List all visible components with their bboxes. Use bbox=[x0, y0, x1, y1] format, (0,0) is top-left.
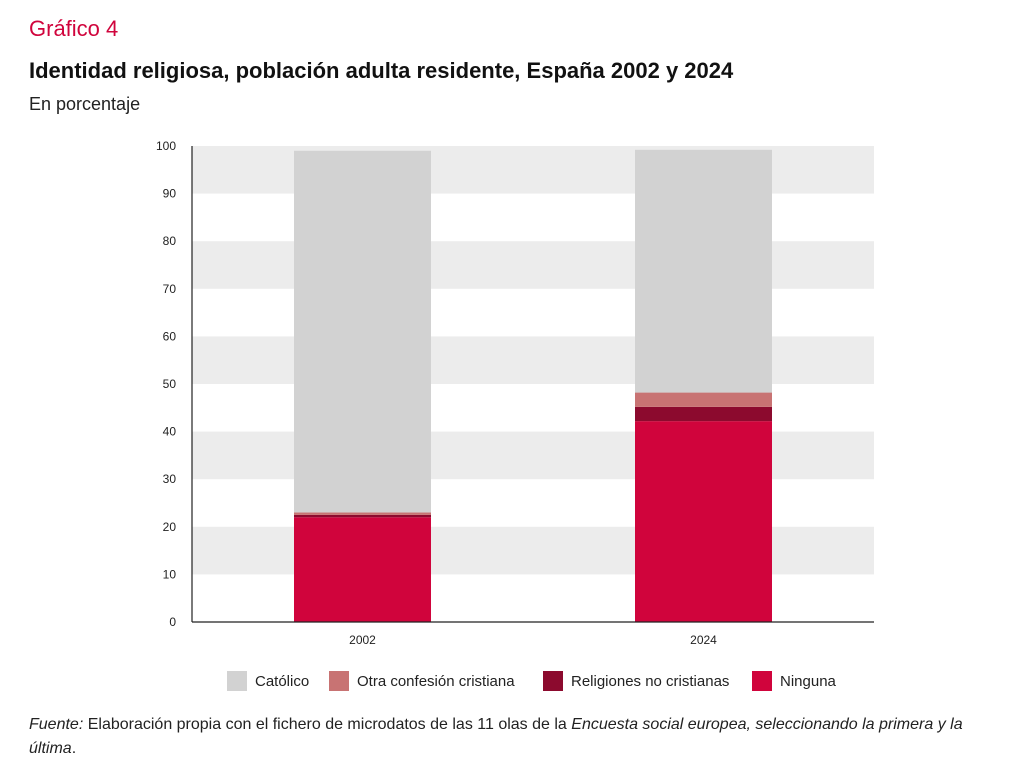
bar-segment bbox=[294, 150, 431, 513]
y-tick-label: 80 bbox=[163, 234, 177, 248]
bar-segment bbox=[635, 392, 772, 407]
bar-segment bbox=[294, 512, 431, 515]
y-tick-label: 10 bbox=[163, 567, 177, 581]
legend-item-religiones-no-cristianas: Religiones no cristianas bbox=[543, 669, 729, 693]
y-tick-label: 20 bbox=[163, 520, 177, 534]
legend-label-catolico: Católico bbox=[255, 672, 310, 690]
source-end: . bbox=[71, 740, 77, 757]
source-note: Fuente: Elaboración propia con el ficher… bbox=[29, 713, 1009, 761]
legend-label-religiones-no-cristianas: Religiones no cristianas bbox=[571, 672, 730, 690]
legend-item-ninguna: Ninguna bbox=[752, 669, 836, 693]
x-tick-label: 2002 bbox=[349, 633, 376, 647]
chart-subtitle: En porcentaje bbox=[29, 94, 141, 114]
legend-swatch-ninguna bbox=[752, 671, 772, 691]
x-tick-label: 2024 bbox=[690, 633, 717, 647]
y-tick-label: 0 bbox=[169, 615, 176, 629]
source-text: Elaboración propia con el fichero de mic… bbox=[83, 716, 572, 733]
y-tick-label: 100 bbox=[156, 139, 176, 153]
legend-swatch-otra-confesion-cristiana bbox=[329, 671, 349, 691]
legend-label-otra-confesion-cristiana: Otra confesión cristiana bbox=[357, 672, 515, 690]
bar-segment bbox=[635, 149, 772, 393]
bar-segment bbox=[294, 517, 431, 622]
bar-segment bbox=[635, 421, 772, 622]
legend-item-otra-confesion-cristiana: Otra confesión cristiana bbox=[329, 669, 515, 693]
chart-title: Identidad religiosa, población adulta re… bbox=[29, 58, 734, 83]
legend-label-ninguna: Ninguna bbox=[780, 672, 836, 690]
bar-segment bbox=[294, 514, 431, 518]
y-tick-label: 90 bbox=[163, 187, 177, 201]
figure-number: Gráfico 4 bbox=[29, 16, 119, 41]
stacked-bar-chart: 0 10 20 30 40 50 60 70 80 90 100 2002 2024 bbox=[156, 139, 874, 647]
bar-segment bbox=[635, 406, 772, 422]
y-tick-label: 50 bbox=[163, 377, 177, 391]
legend-item-catolico: Católico bbox=[227, 669, 309, 693]
legend-swatch-religiones-no-cristianas bbox=[543, 671, 563, 691]
y-tick-label: 60 bbox=[163, 329, 177, 343]
chart-legend: Católico Otra confesión cristiana Religi… bbox=[0, 669, 1024, 695]
y-tick-label: 30 bbox=[163, 472, 177, 486]
source-label: Fuente: bbox=[29, 716, 84, 733]
y-tick-label: 70 bbox=[163, 282, 177, 296]
legend-swatch-catolico bbox=[227, 671, 247, 691]
y-tick-label: 40 bbox=[163, 425, 177, 439]
source-survey-name: Encuesta social europea, seleccionando l… bbox=[29, 716, 963, 757]
